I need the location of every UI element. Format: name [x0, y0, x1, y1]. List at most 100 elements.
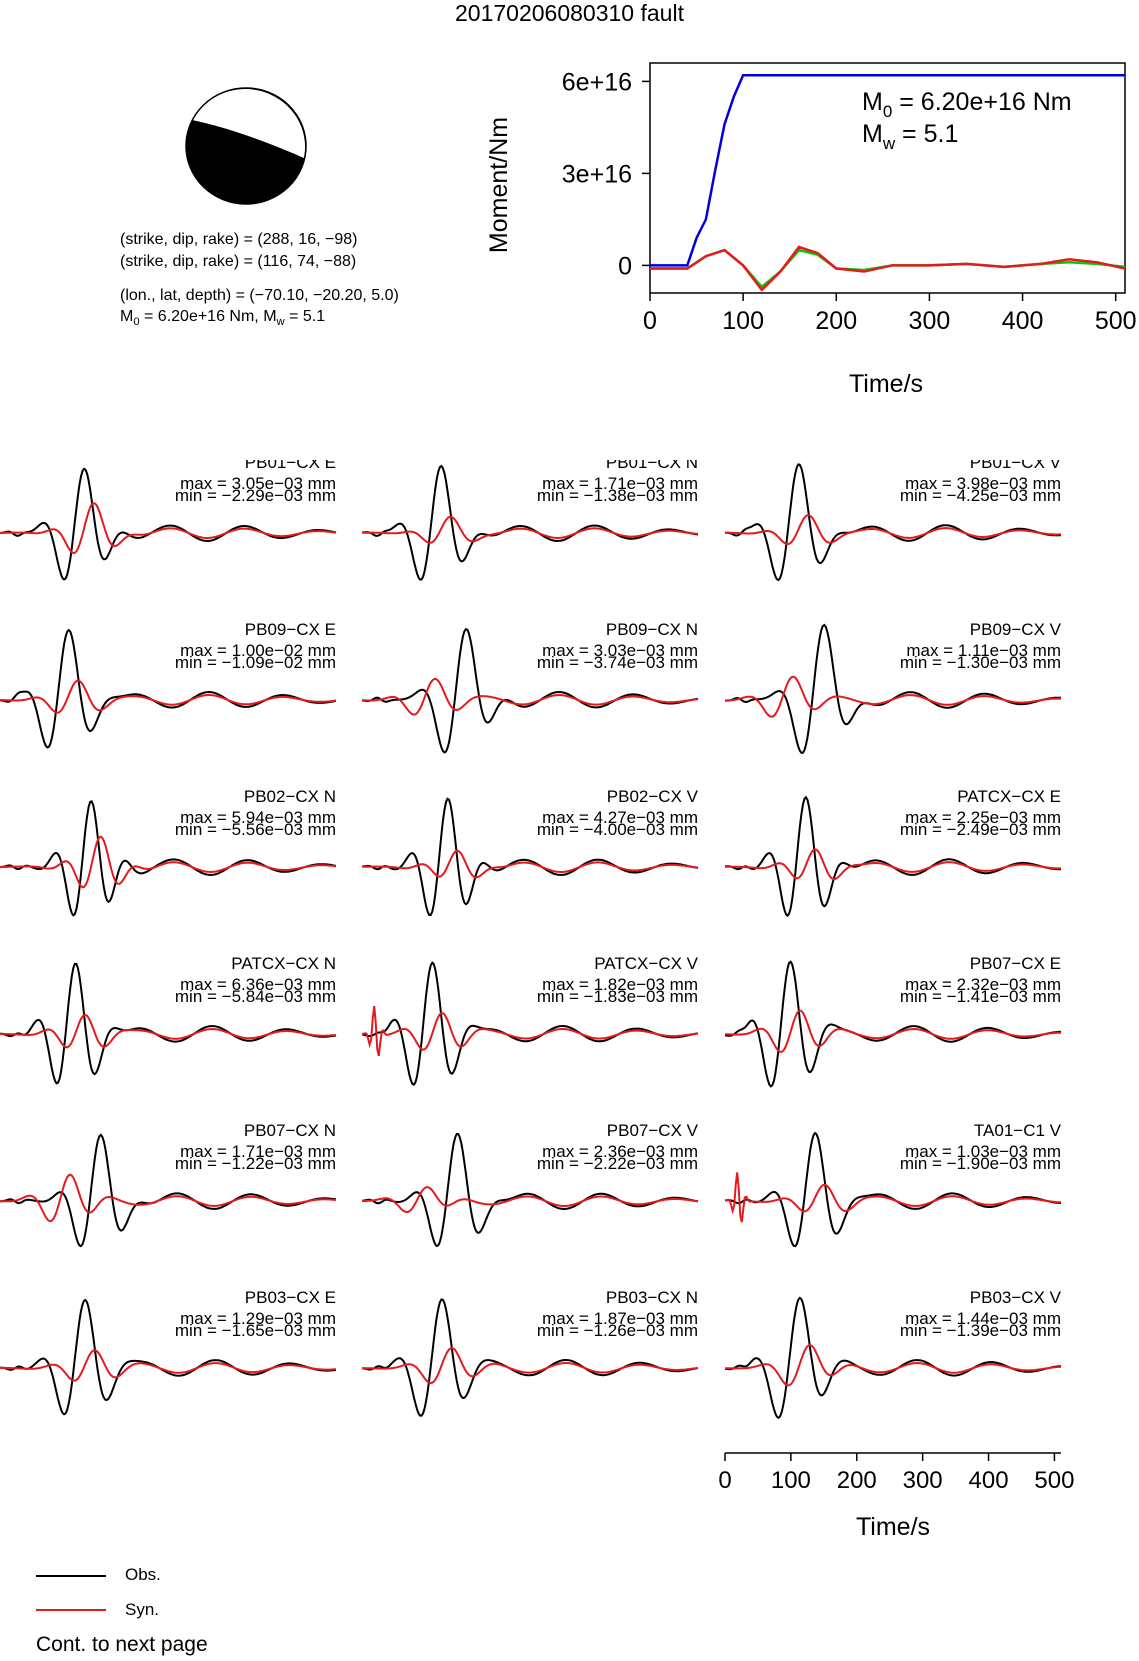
- moment-xlabel: Time/s: [849, 370, 923, 398]
- station-label: PB03−CX E: [245, 1288, 336, 1307]
- moment-ytick-label: 3e+16: [562, 160, 632, 188]
- synthetic-trace: [0, 1173, 337, 1223]
- station-max: max = 1.11e−03 mm: [906, 641, 1061, 660]
- waveform-xlabel: Time/s: [856, 1513, 930, 1541]
- continuation-note: Cont. to next page: [36, 1633, 208, 1656]
- station-min: min = −2.49e−03 mm: [900, 820, 1061, 839]
- waveform-time-axis: 0 100 200 300 400 500 Time/s: [718, 1452, 1074, 1541]
- synthetic-trace: [725, 1344, 1062, 1387]
- synthetic-trace: [362, 1186, 699, 1213]
- station-label: PB09−CX N: [606, 620, 698, 639]
- moment-xtick-label: 400: [1002, 307, 1044, 335]
- station-label: PB09−CX V: [970, 620, 1062, 639]
- station-max: max = 3.05e−03 mm: [180, 474, 336, 493]
- station-label: PB07−CX V: [607, 1121, 699, 1140]
- synthetic-trace: [724, 1172, 1062, 1223]
- synthetic-trace: [0, 1013, 337, 1049]
- station-label: PB07−CX N: [244, 1121, 336, 1140]
- mechanism-line-2: (strike, dip, rake) = (116, 74, −88): [120, 253, 357, 270]
- station-max: max = 2.32e−03 mm: [905, 975, 1061, 994]
- station-label: PATCX−CX V: [594, 954, 698, 973]
- station-max: max = 2.25e−03 mm: [905, 808, 1061, 827]
- observed-trace: [0, 628, 337, 749]
- legend-obs-label: Obs.: [125, 1565, 161, 1584]
- station-min: min = −1.83e−03 mm: [537, 987, 698, 1006]
- synthetic-trace: [362, 1346, 699, 1385]
- observed-trace: [0, 799, 337, 917]
- synthetic-trace: [725, 675, 1061, 718]
- moment-series-line: [650, 74, 1125, 267]
- moment-ytick-label: 6e+16: [562, 68, 632, 96]
- mechanism-line-3: (lon., lat, depth) = (−70.10, −20.20, 5.…: [120, 287, 399, 304]
- moment-xtick-label: 300: [909, 307, 951, 335]
- legend-lines: [36, 1575, 106, 1611]
- station-min: min = −2.29e−03 mm: [175, 486, 336, 505]
- observed-trace: [0, 962, 337, 1085]
- station-label: PB09−CX E: [245, 620, 336, 639]
- station-max: max = 1.71e−03 mm: [542, 474, 698, 493]
- station-label: PB03−CX N: [606, 1288, 698, 1307]
- moment-series-line: [650, 248, 1126, 289]
- station-max: max = 1.71e−03 mm: [180, 1142, 336, 1161]
- station-label: PATCX−CX E: [957, 787, 1061, 806]
- station-label: PB07−CX E: [970, 954, 1061, 973]
- moment-ytick-label: 0: [618, 252, 632, 280]
- station-min: min = −4.00e−03 mm: [537, 820, 698, 839]
- station-max: max = 1.87e−03 mm: [542, 1309, 698, 1328]
- synthetic-trace: [0, 1349, 337, 1382]
- observed-trace: [361, 1133, 699, 1248]
- station-max: max = 1.44e−03 mm: [905, 1309, 1061, 1328]
- station-min: min = −1.65e−03 mm: [175, 1321, 336, 1340]
- station-max: max = 5.94e−03 mm: [180, 808, 336, 827]
- waveform-xtick-label: 0: [718, 1467, 731, 1494]
- station-min: min = −5.84e−03 mm: [175, 987, 336, 1006]
- waveform-xtick-label: 500: [1034, 1467, 1074, 1494]
- observed-trace: [0, 467, 337, 581]
- beachball-icon: [185, 87, 307, 205]
- station-max: max = 1.82e−03 mm: [542, 975, 698, 994]
- station-label: PB03−CX V: [970, 1288, 1062, 1307]
- synthetic-trace: [724, 514, 1061, 546]
- station-max: max = 1.03e−03 mm: [905, 1142, 1061, 1161]
- station-min: min = −3.74e−03 mm: [537, 653, 698, 672]
- page-title: 20170206080310 fault: [455, 0, 684, 26]
- synthetic-trace: [725, 848, 1061, 881]
- station-label: PB01−CX V: [970, 460, 1062, 472]
- moment-xtick-label: 500: [1095, 307, 1137, 335]
- synthetic-trace: [362, 849, 699, 879]
- station-min: min = −5.56e−03 mm: [175, 820, 336, 839]
- moment-m0-annotation: M0 = 6.20e+16 Nm: [862, 88, 1072, 121]
- waveform-xtick-label: 300: [903, 1467, 943, 1494]
- mechanism-line-1: (strike, dip, rake) = (288, 16, −98): [120, 231, 358, 248]
- station-min: min = −1.39e−03 mm: [900, 1321, 1061, 1340]
- station-label: PATCX−CX N: [231, 954, 336, 973]
- station-min: min = −4.25e−03 mm: [900, 486, 1061, 505]
- waveform-xtick-label: 200: [837, 1467, 877, 1494]
- moment-chart: 0 3e+16 6e+16 0 100 200 300 400 500 Moment/Nm Ti…: [485, 62, 1137, 398]
- waveform-xtick-label: 100: [771, 1467, 811, 1494]
- mechanism-line-4: M0 = 6.20e+16 Nm, Mw = 5.1: [120, 308, 326, 329]
- observed-trace: [361, 464, 699, 581]
- station-min: min = −1.90e−03 mm: [900, 1154, 1061, 1173]
- station-min: min = −1.26e−03 mm: [537, 1321, 698, 1340]
- station-label: PB02−CX V: [607, 787, 699, 806]
- station-min: min = −1.09e−02 mm: [175, 653, 336, 672]
- waveform-xtick-label: 400: [969, 1467, 1009, 1494]
- station-label: PB02−CX N: [244, 787, 336, 806]
- station-max: max = 2.36e−03 mm: [542, 1142, 698, 1161]
- station-max: max = 1.00e−02 mm: [180, 641, 336, 660]
- station-max: max = 4.27e−03 mm: [542, 808, 698, 827]
